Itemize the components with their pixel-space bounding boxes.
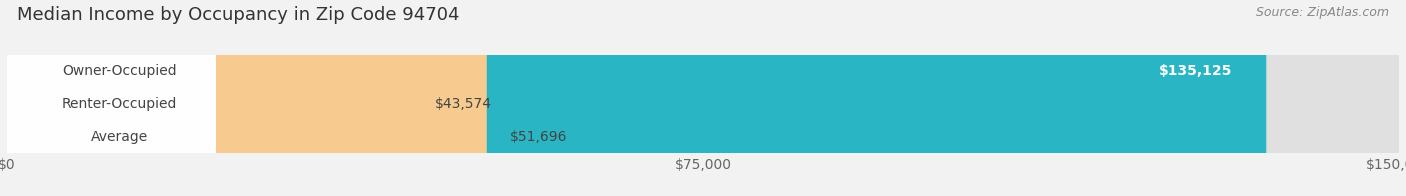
Text: $135,125: $135,125 [1160, 64, 1233, 78]
FancyBboxPatch shape [7, 0, 1261, 196]
Text: $51,696: $51,696 [510, 130, 568, 143]
Text: Median Income by Occupancy in Zip Code 94704: Median Income by Occupancy in Zip Code 9… [17, 6, 460, 24]
FancyBboxPatch shape [1126, 0, 1267, 196]
Text: $43,574: $43,574 [434, 97, 492, 111]
FancyBboxPatch shape [7, 0, 217, 196]
FancyBboxPatch shape [7, 0, 217, 196]
Text: Average: Average [91, 130, 148, 143]
Text: Source: ZipAtlas.com: Source: ZipAtlas.com [1256, 6, 1389, 19]
FancyBboxPatch shape [7, 0, 1399, 196]
Text: Renter-Occupied: Renter-Occupied [62, 97, 177, 111]
FancyBboxPatch shape [7, 0, 217, 196]
FancyBboxPatch shape [7, 0, 1399, 196]
Text: Owner-Occupied: Owner-Occupied [62, 64, 177, 78]
FancyBboxPatch shape [7, 0, 412, 196]
FancyBboxPatch shape [7, 0, 1399, 196]
FancyBboxPatch shape [7, 0, 486, 196]
